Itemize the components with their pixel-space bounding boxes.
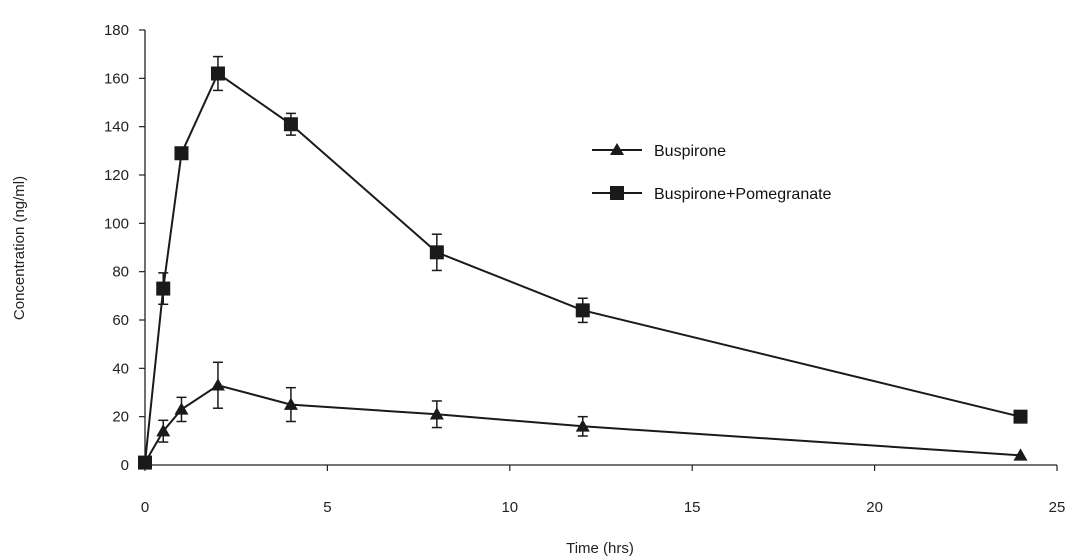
plot-area — [138, 55, 1028, 470]
x-tick-label: 20 — [866, 499, 883, 516]
legend-marker-buspirone — [610, 143, 624, 155]
y-tick-label: 120 — [104, 167, 129, 184]
x-tick-label: 25 — [1049, 499, 1066, 516]
legend: Buspirone Buspirone+Pomegranate — [592, 143, 832, 203]
y-axis-title: Concentration (ng/ml) — [11, 176, 28, 320]
data-point — [283, 397, 298, 410]
data-point — [429, 407, 444, 420]
data-point — [1013, 448, 1028, 461]
data-point — [138, 455, 152, 470]
data-point — [174, 146, 189, 161]
y-tick-label: 180 — [104, 22, 129, 39]
series-line-buspirone — [144, 384, 1021, 464]
data-point — [210, 66, 225, 81]
data-point — [1013, 409, 1028, 424]
x-tick-label: 0 — [141, 499, 149, 516]
axes — [139, 29, 1058, 471]
data-point — [575, 303, 590, 318]
legend-label-buspirone: Buspirone — [654, 143, 726, 160]
x-tick-label: 15 — [684, 499, 701, 516]
y-tick-label: 40 — [112, 360, 129, 377]
y-tick-label: 100 — [104, 215, 129, 232]
data-point — [156, 281, 171, 296]
series-line-buspirone-pomegranate — [144, 71, 1021, 463]
data-point — [156, 424, 171, 437]
data-point — [174, 402, 189, 415]
data-point — [429, 245, 444, 260]
x-tick-label: 10 — [501, 499, 518, 516]
data-point — [575, 419, 590, 432]
y-tick-label: 140 — [104, 119, 129, 136]
legend-marker-buspirone-pomegranate — [610, 186, 624, 200]
data-point — [210, 378, 225, 391]
y-tick-label: 0 — [121, 457, 129, 474]
tick-labels: 0 20 40 60 80 100 120 140 160 180 0 5 10 15 20 25 — [104, 22, 1065, 516]
y-tick-label: 80 — [112, 264, 129, 281]
x-axis-title: Time (hrs) — [566, 540, 634, 557]
series-buspirone — [138, 361, 1028, 468]
y-tick-label: 20 — [112, 409, 129, 426]
y-tick-label: 160 — [104, 70, 129, 87]
series-buspirone-pomegranate — [138, 55, 1028, 470]
y-tick-label: 60 — [112, 312, 129, 329]
data-point — [283, 117, 298, 132]
legend-label-buspirone-pomegranate: Buspirone+Pomegranate — [654, 186, 832, 203]
x-tick-label: 5 — [323, 499, 331, 516]
